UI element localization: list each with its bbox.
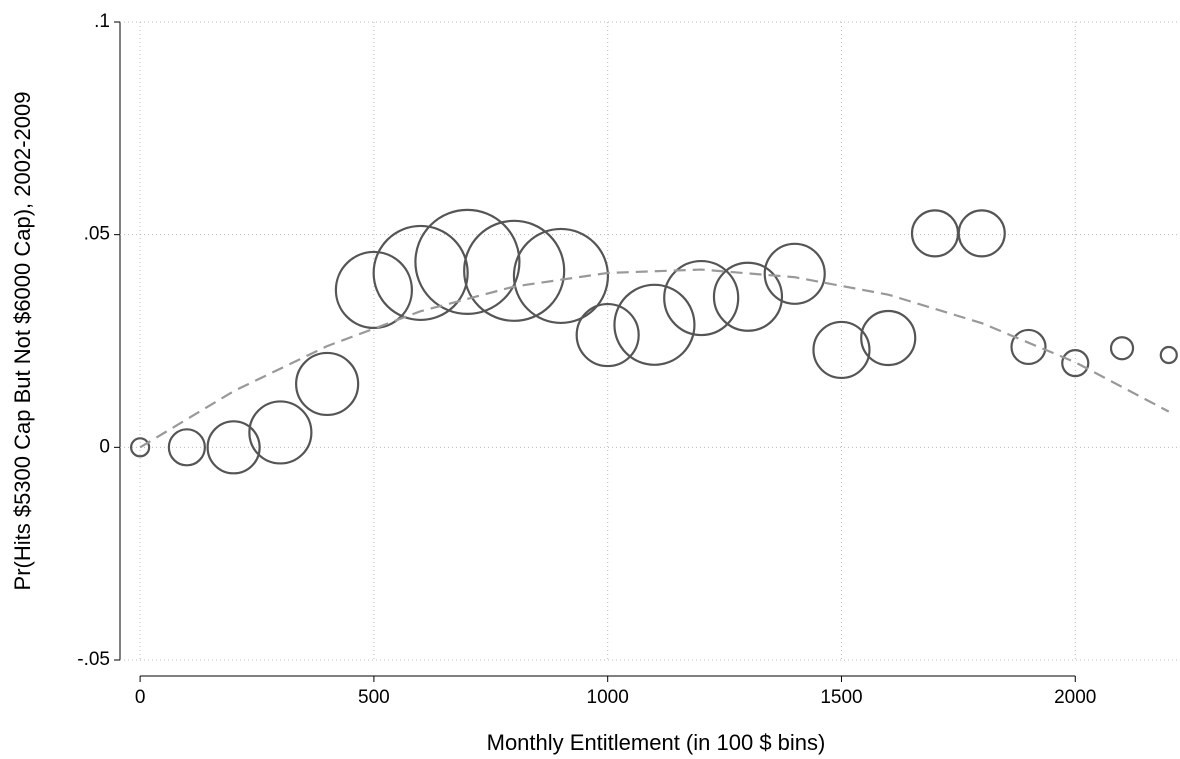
x-tick-label: 1500 — [820, 687, 862, 708]
bubble — [1159, 345, 1178, 365]
bubble — [812, 320, 871, 380]
bubble — [663, 259, 740, 337]
bubble — [613, 283, 696, 366]
bubble — [167, 428, 206, 467]
bubble — [1109, 336, 1135, 361]
y-tick-label: -.05 — [77, 649, 110, 670]
bubble — [372, 224, 469, 322]
bubble — [712, 261, 784, 332]
bubble — [910, 209, 960, 258]
bubble — [763, 242, 826, 305]
bubble — [206, 420, 261, 475]
bubble — [1061, 349, 1090, 378]
x-tick-label: 2000 — [1054, 687, 1096, 708]
bubble — [295, 351, 360, 417]
bubble — [1010, 328, 1047, 366]
bubble — [414, 208, 521, 315]
y-tick-label: 0 — [99, 436, 110, 457]
y-tick-label: .05 — [84, 224, 110, 245]
bubble — [575, 302, 640, 368]
y-axis-title: Pr(Hits $5300 Cap But Not $6000 Cap), 20… — [10, 92, 35, 591]
x-tick-label: 1000 — [587, 687, 629, 708]
x-tick-label: 500 — [358, 687, 390, 708]
bubble — [248, 400, 313, 465]
bubble — [463, 219, 566, 322]
bubble — [130, 437, 151, 458]
bubble — [512, 227, 610, 325]
bubble — [957, 209, 1006, 258]
bubble — [334, 250, 413, 330]
y-tick-label: .1 — [94, 11, 110, 32]
x-tick-label: 0 — [135, 687, 146, 708]
fit-line — [139, 268, 1170, 449]
x-axis-title: Monthly Entitlement (in 100 $ bins) — [487, 730, 826, 755]
bubble — [860, 309, 917, 367]
